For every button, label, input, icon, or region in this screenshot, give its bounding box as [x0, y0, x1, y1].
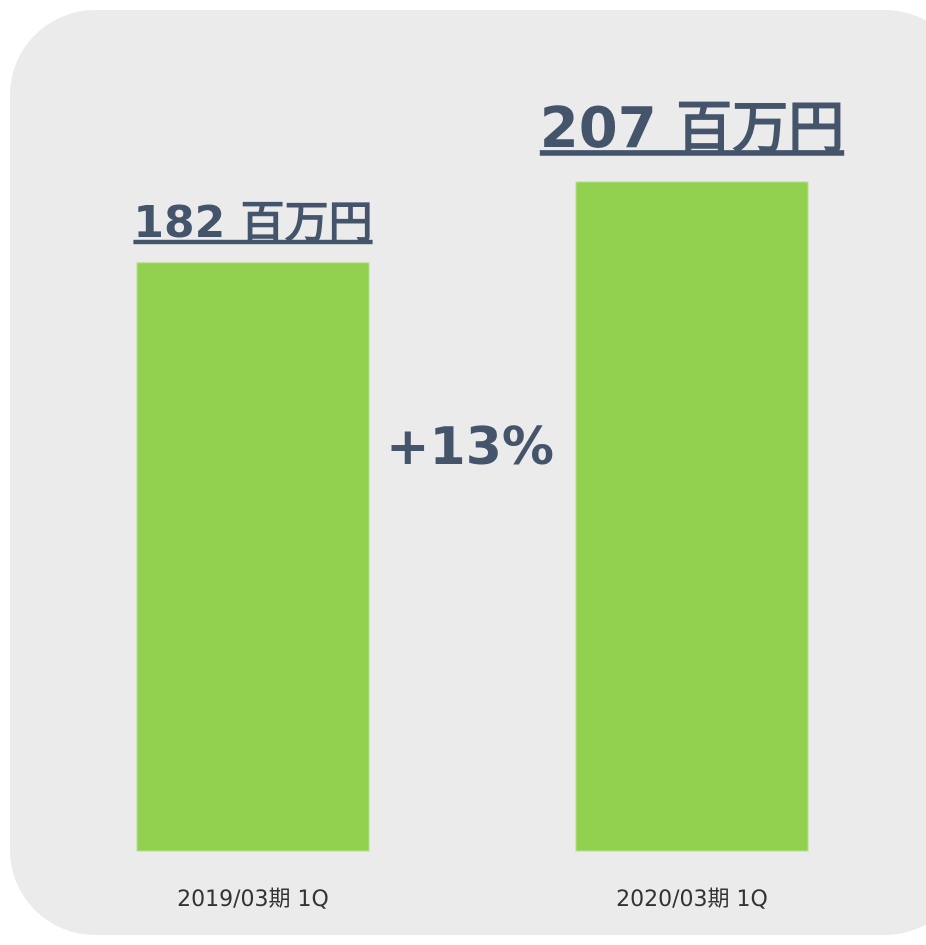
x-tick-label: 2020/03期 1Q [616, 887, 768, 912]
bar [136, 262, 370, 852]
value-label: 207 百万円 [540, 96, 844, 161]
bar [575, 181, 809, 852]
x-tick-label: 2019/03期 1Q [177, 887, 329, 912]
annotation: +13% [386, 417, 554, 477]
value-label: 182 百万円 [133, 197, 372, 248]
